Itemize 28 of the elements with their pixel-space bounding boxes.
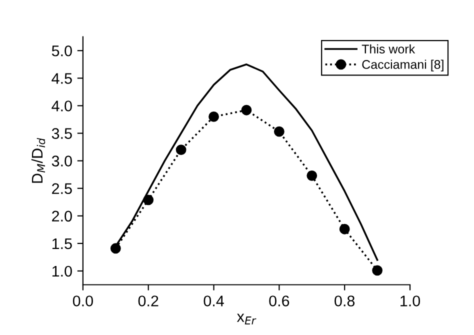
- y-tick-label: 5.0: [52, 45, 72, 56]
- y-axis-title: D$_{M}$/D$_{id}$: [31, 138, 46, 183]
- point: [208, 112, 219, 122]
- x-tick-label: 0.2: [138, 296, 158, 306]
- point: [110, 243, 121, 254]
- x-tick-label: 0.4: [204, 296, 224, 306]
- legend-label: Cacciamani [8]: [362, 60, 444, 72]
- point: [241, 104, 252, 116]
- y-tick-label: 2.5: [52, 183, 72, 194]
- x-axis-title: x$_{Er}$: [236, 314, 256, 324]
- y-tick-label: 4.0: [52, 100, 72, 112]
- x-tick-label: 0.6: [269, 296, 290, 306]
- y-tick-label: 2.0: [52, 210, 72, 222]
- point: [372, 265, 383, 276]
- y-tick-label: 3.0: [52, 156, 72, 166]
- legend-label: This work: [362, 44, 416, 54]
- point: [143, 194, 154, 206]
- y-tick-label: 3.5: [52, 128, 72, 139]
- x-tick-label: 0.0: [72, 296, 93, 306]
- point: [306, 170, 318, 181]
- y-tick-label: 1.5: [52, 238, 72, 250]
- y-tick-label: 4.5: [52, 73, 72, 84]
- point: [274, 126, 284, 137]
- y-tick-label: 1.0: [52, 266, 72, 277]
- x-tick-label: 0.8: [334, 296, 355, 306]
- point: [339, 224, 350, 234]
- x-tick-label: 1.0: [400, 296, 420, 306]
- point: [176, 144, 186, 155]
